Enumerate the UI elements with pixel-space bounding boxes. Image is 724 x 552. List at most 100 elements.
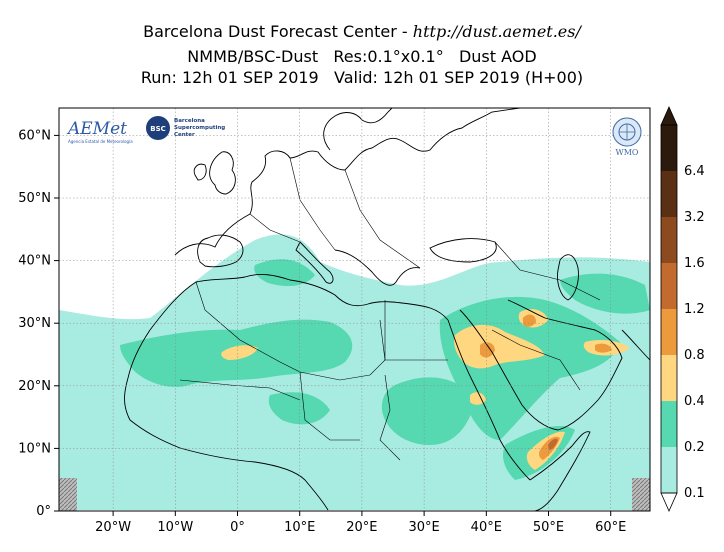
- colorbar-label: 1.2: [684, 302, 705, 317]
- lon-tick-label: 0°: [230, 520, 245, 535]
- valid-time: Valid: 12h 01 SEP 2019 (H+00): [334, 68, 584, 87]
- missing-data-area-west: [59, 478, 77, 511]
- coastline-scandinavia: [323, 108, 393, 151]
- lat-tick-label: 20°N: [18, 379, 51, 394]
- coastline-italy: [295, 241, 334, 284]
- dust-level-0.8-iraq: [480, 342, 495, 358]
- dust-level-0.2-sahel: [268, 392, 330, 425]
- aod-colorbar: 0.1 0.2 0.4 0.8 1.2 1.6 3.2 6.4: [660, 106, 705, 512]
- resolution-text: Res:0.1°x0.1°: [333, 47, 444, 66]
- map-plot-area: [59, 108, 650, 511]
- colorbar-segment: [661, 309, 677, 355]
- coastline-europe: [174, 108, 521, 256]
- colorbar-segment: [661, 217, 677, 263]
- colorbar-label: 1.6: [684, 256, 705, 271]
- colorbar-segment: [661, 125, 677, 171]
- coastline-iberia: [197, 234, 244, 268]
- bsc-logo[interactable]: BSC Barcelona Supercomputing Center: [146, 116, 225, 140]
- lon-tick-label: 40°E: [471, 520, 502, 535]
- lon-tick-label: 20°W: [95, 520, 131, 535]
- variable-name: Dust AOD: [458, 47, 537, 66]
- border-saudi: [491, 329, 581, 391]
- lon-tick-label: 10°E: [284, 520, 315, 535]
- lat-tick-label: 50°N: [18, 191, 51, 206]
- lat-tick-label: 30°N: [18, 316, 51, 331]
- colorbar-label: 3.2: [684, 210, 705, 225]
- center-url[interactable]: http://dust.aemet.es/: [412, 22, 581, 41]
- border-libya-chad: [299, 319, 386, 381]
- graticule: [59, 108, 650, 511]
- border-niger-chad: [299, 371, 360, 441]
- wmo-wordmark: WMO: [616, 148, 639, 157]
- coastline-balkans: [334, 249, 421, 286]
- colorbar-segment: [661, 401, 677, 447]
- colorbar-max-arrow: [660, 106, 678, 126]
- border-europe-3: [344, 169, 421, 269]
- border-europe-1: [249, 213, 301, 243]
- colorbar-segment: [661, 263, 677, 309]
- colorbar-min-arrow: [660, 492, 678, 512]
- title-line-center: Barcelona Dust Forecast Center - http://…: [0, 22, 724, 42]
- title-line-model: NMMB/BSC-Dust Res:0.1°x0.1° Dust AOD: [0, 47, 724, 67]
- coastline-west-africa: [124, 329, 329, 511]
- map-frame: [58, 107, 651, 512]
- coastline-uk: [209, 151, 236, 195]
- aemet-wordmark: AEMet: [66, 119, 127, 139]
- colorbar-frame: [660, 124, 678, 494]
- dust-level-1.2-aden: [548, 438, 558, 450]
- center-name: Barcelona Dust Forecast Center: [143, 22, 397, 41]
- dust-level-0.8-kuwait: [523, 314, 536, 327]
- bsc-emblem-text: BSC: [150, 125, 166, 133]
- model-name: NMMB/BSC-Dust: [187, 47, 319, 66]
- lat-tick-label: 40°N: [18, 254, 51, 269]
- missing-data-area-east: [632, 478, 650, 511]
- coastline-ireland: [193, 163, 207, 181]
- dust-level-0.8-oman-core: [595, 343, 612, 353]
- bsc-text-line-1: Barcelona: [174, 118, 205, 124]
- border-sudan-chad: [379, 374, 401, 461]
- coastline-india: [621, 329, 650, 361]
- lon-tick-label: 50°E: [533, 520, 564, 535]
- lon-tick-label: 30°E: [408, 520, 439, 535]
- coastline-arabia: [459, 299, 623, 431]
- lat-tick-label: 10°N: [18, 441, 51, 456]
- aemet-logo[interactable]: AEMet Agencia Estatal de Meteorología: [66, 119, 133, 144]
- border-sahel: [179, 379, 301, 401]
- colorbar-segment: [661, 171, 677, 217]
- bsc-emblem: [146, 116, 170, 140]
- wmo-globe-lines: [619, 124, 635, 140]
- title-separator: -: [396, 22, 413, 41]
- run-time: Run: 12h 01 SEP 2019: [140, 68, 319, 87]
- bsc-text-line-2: Supercomputing: [174, 125, 225, 131]
- colorbar-label: 0.1: [684, 486, 705, 501]
- coastline-east-africa: [529, 431, 591, 511]
- colorbar-label: 0.8: [684, 348, 705, 363]
- dust-level-0.4-arabia: [454, 324, 545, 369]
- country-borders: [179, 157, 601, 461]
- dust-level-0.2-iran: [560, 273, 650, 314]
- title-line-run: Run: 12h 01 SEP 2019 Valid: 12h 01 SEP 2…: [0, 68, 724, 88]
- border-algeria-mali: [195, 281, 301, 373]
- lat-tick-label: 0°: [36, 504, 51, 519]
- border-europe-2: [289, 157, 336, 251]
- coastline-red-sea-west: [447, 319, 531, 481]
- coastline-caspian: [557, 254, 579, 301]
- colorbar-label: 0.4: [684, 394, 705, 409]
- dust-level-0.4-mauritania: [221, 345, 258, 360]
- aemet-subtitle: Agencia Estatal de Meteorología: [68, 139, 133, 144]
- dust-level-0.4-sudan: [470, 392, 486, 405]
- colorbar-segment: [661, 447, 677, 493]
- lat-tick-label: 60°N: [18, 128, 51, 143]
- lon-tick-label: 20°E: [346, 520, 377, 535]
- wmo-logo[interactable]: WMO: [612, 117, 642, 157]
- colorbar-label: 0.2: [684, 440, 705, 455]
- dust-aod-field: [59, 234, 650, 510]
- axis-ticks: 20°W 10°W 0° 10°E 20°E 30°E 40°E 50°E 60°E 0° 10°N…: [18, 128, 626, 535]
- border-turkey-iran: [494, 241, 601, 301]
- coastline-black-sea: [429, 238, 497, 263]
- dust-level-0.2-east-africa: [381, 377, 475, 445]
- colorbar-segment: [661, 355, 677, 401]
- lon-tick-label: 10°W: [157, 520, 193, 535]
- bsc-text-line-3: Center: [174, 132, 195, 138]
